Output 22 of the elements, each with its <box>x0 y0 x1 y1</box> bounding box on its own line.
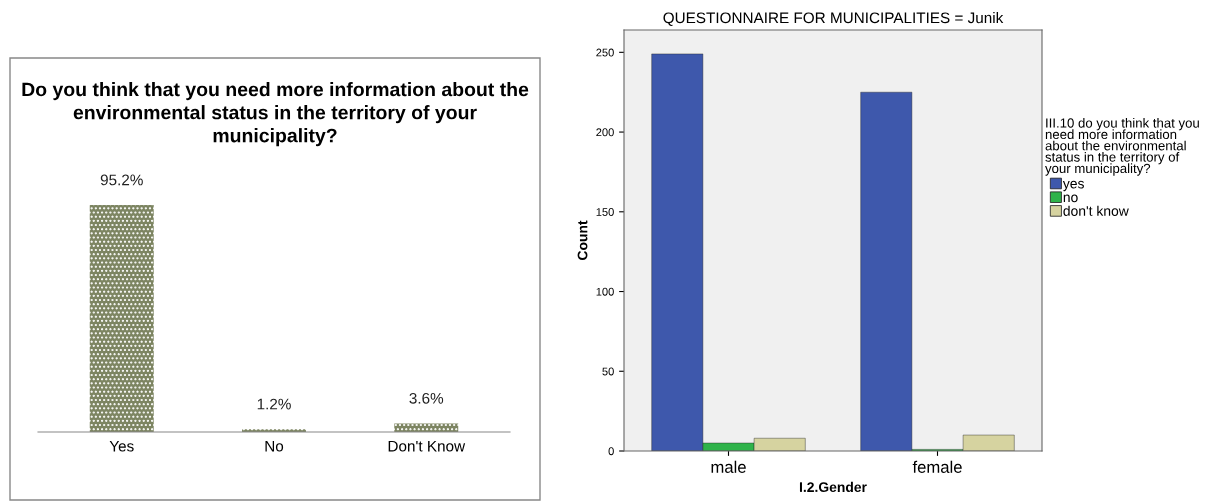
x-tick-label: female <box>912 460 962 473</box>
legend-label: no <box>1063 194 1078 203</box>
y-tick-label: 250 <box>596 48 614 57</box>
data-label: 3.6% <box>409 392 444 404</box>
legend-label: yes <box>1062 180 1084 192</box>
chart-title: Do you think that you need more information about the environmental status in the territory of your municipality? <box>22 82 529 147</box>
y-tick-label: 200 <box>596 128 614 137</box>
y-tick-label: 150 <box>596 208 614 216</box>
data-label: 1.2% <box>257 398 291 410</box>
y-tick-label: 50 <box>602 367 614 376</box>
chart-title: QUESTIONNAIRE FOR MUNICIPALITIES = Junik <box>663 11 1004 26</box>
x-tick-label: Don't Know <box>388 440 466 452</box>
x-tick-label: male <box>711 460 746 473</box>
y-tick-label: 0 <box>608 447 614 456</box>
data-label: 95.2% <box>100 174 143 186</box>
legend-label: don't know <box>1063 205 1129 216</box>
x-tick-label: No <box>265 440 284 452</box>
y-tick-label: 100 <box>596 287 614 296</box>
x-axis-title: I.2.Gender <box>799 481 867 493</box>
legend-title: III.10 do you think that you need more information about the environmental status in the territory of your municipality? <box>1045 118 1199 176</box>
x-tick-label: Yes <box>109 440 134 452</box>
y-axis-title: Count <box>577 220 588 260</box>
